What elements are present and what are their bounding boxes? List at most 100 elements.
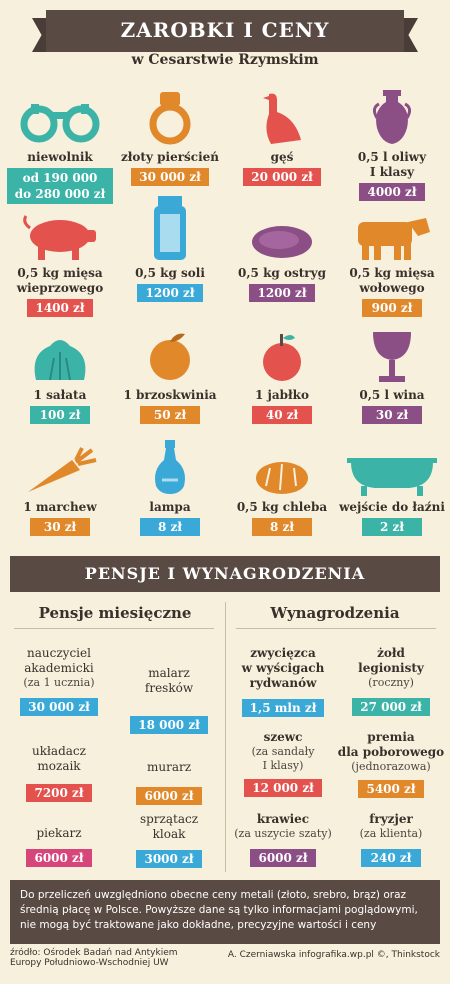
peach-icon bbox=[114, 328, 226, 384]
pay-item: żołd legionisty (roczny) 27 000 zł bbox=[336, 646, 446, 716]
price-item: 0,5 l wina 30 zł bbox=[336, 328, 448, 424]
item-label: 0,5 kg mięsa wieprzowego bbox=[16, 266, 104, 295]
handcuffs-icon bbox=[4, 90, 116, 146]
item-label: niewolnik bbox=[27, 150, 93, 164]
item-label: lampa bbox=[149, 500, 191, 514]
pay-item: krawiec (za uszycie szaty) 6000 zł bbox=[234, 812, 332, 867]
goose-icon bbox=[226, 90, 338, 146]
footnote-box: Do przeliczeń uwzględniono obecne ceny m… bbox=[10, 880, 440, 944]
price-tag: 27 000 zł bbox=[352, 698, 430, 716]
pay-item: murarz 6000 zł bbox=[114, 760, 224, 805]
divider bbox=[225, 602, 226, 872]
price-tag: 8 zł bbox=[252, 518, 312, 536]
section-title: PENSJE I WYNAGRODZENIA bbox=[10, 556, 440, 592]
item-label: 0,5 kg ostryg bbox=[238, 266, 326, 280]
price-tag: 2 zł bbox=[362, 518, 422, 536]
credit-text: A. Czerniawska infografika.wp.pl ©, Thin… bbox=[227, 950, 440, 960]
price-tag: 5400 zł bbox=[358, 780, 424, 798]
item-label: 1 sałata bbox=[33, 388, 87, 402]
item-label: 0,5 l oliwy I klasy bbox=[357, 150, 427, 179]
page-subtitle: w Cesarstwie Rzymskim bbox=[131, 52, 319, 68]
price-tag: 30 000 zł bbox=[20, 698, 98, 716]
price-tag: 30 000 zł bbox=[131, 168, 209, 186]
price-item: niewolnik od 190 000 do 280 000 zł bbox=[4, 90, 116, 204]
pay-item: sprzątacz kloak 3000 zł bbox=[114, 812, 224, 868]
pay-item: malarz fresków 18 000 zł bbox=[114, 666, 224, 734]
item-label: wejście do łaźni bbox=[339, 500, 445, 514]
column-heading-right: Wynagrodzenia bbox=[270, 604, 400, 622]
price-item: złoty pierścień 30 000 zł bbox=[114, 90, 226, 186]
item-label: 0,5 kg mięsa wołowego bbox=[349, 266, 435, 295]
price-tag: 3000 zł bbox=[136, 850, 202, 868]
source-text: źródło: Ośrodek Badań nad Antykiem Europ… bbox=[10, 948, 178, 968]
price-item: lampa 8 zł bbox=[114, 440, 226, 536]
price-tag: 4000 zł bbox=[359, 183, 425, 201]
pig-icon bbox=[4, 206, 116, 262]
price-item: 0,5 l oliwy I klasy 4000 zł bbox=[336, 90, 448, 201]
price-tag: 1400 zł bbox=[27, 299, 93, 317]
pay-item: premia dla poborowego (jednorazowa) 5400 … bbox=[337, 730, 445, 798]
apple-icon bbox=[226, 328, 338, 384]
pay-item: układacz mozaik 7200 zł bbox=[4, 744, 114, 802]
bathtub-icon bbox=[336, 440, 448, 496]
wine-cup-icon bbox=[336, 328, 448, 384]
pay-item: szewc (za sandały I klasy) 12 000 zł bbox=[228, 730, 338, 797]
amphora-icon bbox=[336, 90, 448, 146]
price-tag: 1200 zł bbox=[249, 284, 315, 302]
item-label: 0,5 kg chleba bbox=[236, 500, 328, 514]
price-tag: 100 zł bbox=[30, 406, 90, 424]
item-label: 1 marchew bbox=[23, 500, 97, 514]
bread-icon bbox=[226, 440, 338, 496]
price-item: 1 brzoskwinia 50 zł bbox=[114, 328, 226, 424]
price-tag: 1200 zł bbox=[137, 284, 203, 302]
price-tag: 20 000 zł bbox=[243, 168, 321, 186]
carrot-icon bbox=[4, 440, 116, 496]
price-tag: 7200 zł bbox=[26, 784, 92, 802]
page-title: ZAROBKI I CENY bbox=[120, 18, 330, 42]
column-heading-left: Pensje miesięczne bbox=[38, 604, 192, 622]
price-tag: 30 zł bbox=[30, 518, 90, 536]
price-tag: 6000 zł bbox=[250, 849, 316, 867]
price-tag: 18 000 zł bbox=[130, 716, 208, 734]
price-tag: 6000 zł bbox=[136, 787, 202, 805]
ring-icon bbox=[114, 90, 226, 146]
item-label: 0,5 kg soli bbox=[135, 266, 205, 280]
item-label: 1 brzoskwinia bbox=[123, 388, 217, 402]
price-item: 1 sałata 100 zł bbox=[4, 328, 116, 424]
item-label: gęś bbox=[270, 150, 294, 164]
item-label: złoty pierścień bbox=[120, 150, 219, 164]
title-ribbon: ZAROBKI I CENY bbox=[32, 10, 418, 52]
pay-item: zwycięzca w wyścigach rydwanów 1,5 mln zł bbox=[241, 646, 325, 717]
price-item: 1 marchew 30 zł bbox=[4, 440, 116, 536]
price-item: 0,5 kg ostryg 1200 zł bbox=[226, 206, 338, 302]
oyster-icon bbox=[226, 206, 338, 262]
price-tag: 12 000 zł bbox=[244, 779, 322, 797]
price-item: 0,5 kg soli 1200 zł bbox=[114, 196, 226, 302]
lettuce-icon bbox=[4, 328, 116, 384]
price-tag: 30 zł bbox=[362, 406, 422, 424]
price-tag: 50 zł bbox=[140, 406, 200, 424]
pay-item: fryzjer (za klienta) 240 zł bbox=[359, 812, 423, 867]
price-item: 0,5 kg mięsa wołowego 900 zł bbox=[336, 206, 448, 317]
price-item: gęś 20 000 zł bbox=[226, 90, 338, 186]
salt-icon bbox=[114, 196, 226, 262]
lamp-icon bbox=[114, 440, 226, 496]
pay-item: piekarz 6000 zł bbox=[4, 826, 114, 867]
price-tag: 6000 zł bbox=[26, 849, 92, 867]
divider bbox=[14, 628, 214, 629]
item-label: 1 jabłko bbox=[255, 388, 309, 402]
item-label: 0,5 l wina bbox=[359, 388, 425, 402]
price-tag: 240 zł bbox=[361, 849, 421, 867]
pay-item: nauczyciel akademicki (za 1 ucznia) 30 00… bbox=[4, 646, 114, 716]
price-tag: 1,5 mln zł bbox=[241, 699, 325, 717]
cow-icon bbox=[336, 206, 448, 262]
price-item: 0,5 kg mięsa wieprzowego 1400 zł bbox=[4, 206, 116, 317]
price-item: wejście do łaźni 2 zł bbox=[336, 440, 448, 536]
price-item: 1 jabłko 40 zł bbox=[226, 328, 338, 424]
price-tag: od 190 000 do 280 000 zł bbox=[6, 168, 114, 204]
price-item: 0,5 kg chleba 8 zł bbox=[226, 440, 338, 536]
price-tag: 900 zł bbox=[362, 299, 422, 317]
price-tag: 8 zł bbox=[140, 518, 200, 536]
divider bbox=[236, 628, 436, 629]
price-tag: 40 zł bbox=[252, 406, 312, 424]
